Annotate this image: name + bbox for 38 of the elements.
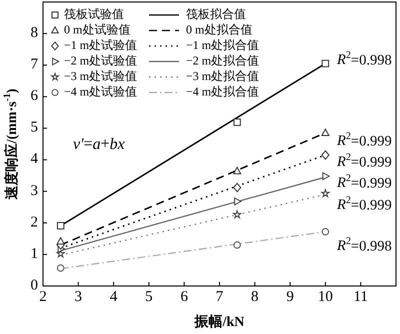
annotation: R$^{2}$=0.999: [336, 172, 392, 192]
legend-label: 0 m处拟合值: [186, 22, 252, 36]
x-tick-label: 11: [353, 289, 368, 305]
y-tick-label: 7: [30, 56, 38, 73]
y-tick-label: 1: [30, 246, 38, 262]
y-tick-label: 5: [30, 120, 38, 136]
x-tick-label: 8: [251, 289, 259, 305]
legend-label: −3 m处拟合值: [186, 68, 260, 83]
x-tick-label: 6: [180, 289, 188, 305]
annotation: v′=a+bx: [73, 136, 125, 153]
legend-label: −3 m处试验值: [64, 68, 138, 83]
annotation: R$^{2}$=0.998: [336, 50, 392, 68]
legend-label: 筏板拟合值: [186, 6, 246, 21]
x-tick-label: 4: [110, 289, 118, 305]
x-tick-label: 3: [74, 289, 82, 305]
legend-label: −4 m处试验值: [64, 84, 138, 98]
annotation: R$^{2}$=0.999: [336, 194, 392, 214]
legend-label: −4 m处拟合值: [186, 84, 260, 98]
legend-label: 筏板试验值: [64, 6, 124, 21]
x-axis-title: 振幅/kN: [194, 314, 244, 330]
legend-label: −1 m处拟合值: [186, 38, 260, 52]
y-tick-label: 8: [30, 24, 38, 41]
x-tick-label: 7: [216, 289, 224, 305]
legend-label: −2 m处拟合值: [186, 53, 260, 68]
y-tick-label: 4: [30, 151, 38, 168]
legend-label: −1 m处试验值: [64, 38, 138, 52]
y-tick-label: 0: [30, 277, 38, 294]
annotation: R$^{2}$=0.998: [336, 236, 392, 254]
y-tick-label: 2: [30, 214, 38, 230]
x-tick-label: 9: [286, 289, 294, 305]
y-tick-label: 3: [30, 182, 38, 199]
x-tick-label: 5: [145, 289, 153, 305]
annotation: R$^{2}$=0.999: [336, 152, 392, 170]
x-tick-label: 10: [318, 289, 333, 305]
legend-label: 0 m处试验值: [64, 22, 130, 36]
legend-label: −2 m处试验值: [64, 53, 138, 68]
y-tick-label: 6: [30, 88, 38, 104]
annotation: R$^{2}$=0.999: [336, 130, 392, 150]
